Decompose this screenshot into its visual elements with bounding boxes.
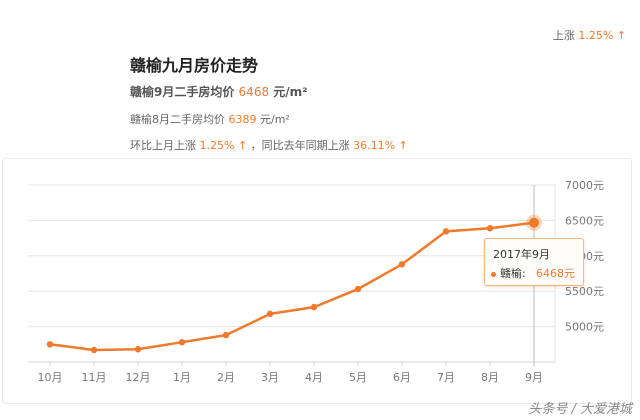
data-point[interactable] bbox=[442, 228, 450, 235]
previous-price-value: 6389 bbox=[228, 113, 257, 126]
change-summary-line: 环比上月上涨 1.25% ↑ ，同比去年同期上涨 36.11% ↑ bbox=[130, 137, 408, 153]
x-tick-label: 8月 bbox=[481, 371, 499, 384]
y-tick-label: 6500元 bbox=[565, 214, 604, 227]
yoy-value: 36.11% bbox=[353, 139, 396, 152]
up-arrow-icon: ↑ bbox=[398, 139, 408, 152]
y-tick-label: 7000元 bbox=[565, 179, 604, 192]
data-point[interactable] bbox=[486, 225, 494, 232]
x-tick-label: 3月 bbox=[261, 371, 279, 384]
data-point[interactable] bbox=[266, 310, 274, 318]
page-title: 赣榆九月房价走势 bbox=[130, 56, 259, 75]
mom-value: 1.25% bbox=[199, 139, 235, 152]
x-tick-label: 6月 bbox=[393, 371, 411, 384]
data-point[interactable] bbox=[46, 341, 54, 348]
data-point-highlighted[interactable] bbox=[529, 217, 539, 228]
tooltip-series: 赣榆: bbox=[500, 267, 526, 280]
x-tick-label: 12月 bbox=[126, 371, 151, 384]
previous-price-unit: 元/m² bbox=[260, 113, 290, 126]
data-point[interactable] bbox=[310, 303, 318, 311]
series-dot-icon bbox=[491, 271, 496, 277]
x-tick-label: 4月 bbox=[305, 371, 323, 384]
x-tick-label: 5月 bbox=[349, 371, 367, 384]
x-tick-label: 11月 bbox=[82, 371, 107, 384]
yoy-label: ，同比去年同期上涨 bbox=[250, 139, 350, 152]
x-tick-label: 2月 bbox=[217, 371, 235, 384]
data-point[interactable] bbox=[178, 338, 186, 346]
series-line bbox=[49, 221, 535, 352]
y-tick-label: 5500元 bbox=[565, 285, 604, 298]
data-point[interactable] bbox=[134, 346, 142, 353]
x-tick-label: 1月 bbox=[173, 371, 191, 384]
previous-price-line: 赣榆8月二手房均价 6389 元/m² bbox=[130, 111, 290, 127]
up-arrow-icon: ↑ bbox=[616, 29, 626, 42]
current-price-value: 6468 bbox=[238, 85, 270, 99]
current-price-label: 赣榆9月二手房均价 bbox=[130, 85, 235, 99]
current-price-line: 赣榆9月二手房均价 6468 元/m² bbox=[130, 83, 307, 100]
top-right-change: 上涨 1.25% ↑ bbox=[553, 27, 626, 43]
x-tick-label: 10月 bbox=[38, 371, 63, 384]
tooltip-row: 赣榆: 6468元 bbox=[491, 265, 579, 281]
data-point[interactable] bbox=[90, 346, 98, 354]
data-point[interactable] bbox=[222, 331, 230, 339]
mom-label: 环比上月上涨 bbox=[130, 139, 196, 152]
x-tick-label: 7月 bbox=[437, 371, 455, 384]
tooltip-date: 2017年9月 bbox=[493, 248, 550, 261]
data-point[interactable] bbox=[354, 285, 362, 293]
top-right-value: 1.25% bbox=[578, 29, 614, 42]
y-tick-label: 5000元 bbox=[565, 321, 604, 334]
watermark: 头条号 / 大爱港城 bbox=[528, 402, 632, 417]
x-tick-label: 9月 bbox=[525, 371, 543, 384]
current-price-unit: 元/m² bbox=[273, 85, 308, 99]
previous-price-label: 赣榆8月二手房均价 bbox=[130, 113, 225, 126]
chart-tooltip: 2017年9月 赣榆: 6468元 bbox=[484, 238, 584, 286]
up-arrow-icon: ↑ bbox=[237, 139, 248, 152]
data-point[interactable] bbox=[398, 261, 406, 268]
top-right-prefix: 上涨 bbox=[552, 29, 575, 42]
tooltip-value: 6468元 bbox=[536, 267, 575, 280]
